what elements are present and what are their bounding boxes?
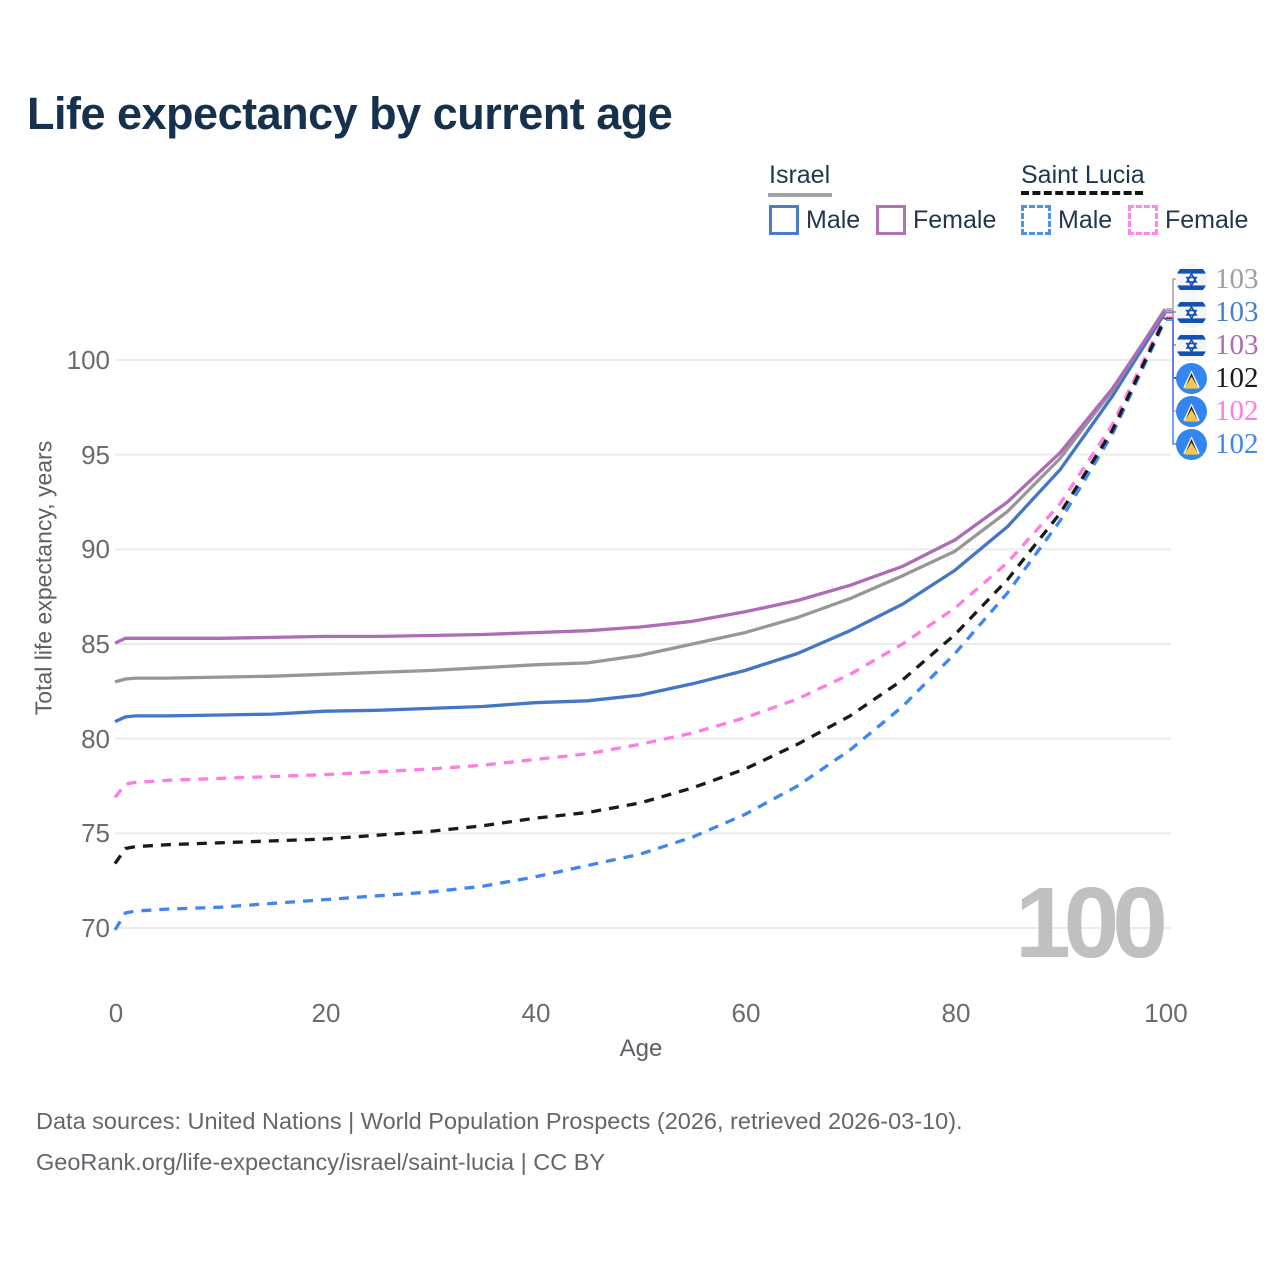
x-tick-40: 40 — [521, 998, 551, 1028]
israel-flag-icon — [1176, 263, 1207, 295]
saint-lucia-flag-icon — [1176, 395, 1207, 427]
end-value: 103 — [1215, 295, 1259, 328]
age-counter-watermark: 100 — [1015, 867, 1164, 979]
x-tick-80: 80 — [941, 998, 971, 1028]
y-tick-80: 80 — [81, 724, 110, 754]
y-tick-100: 100 — [66, 345, 110, 375]
end-value: 103 — [1215, 262, 1259, 295]
series-line-saint-lucia-male[interactable] — [113, 319, 1167, 931]
x-tick-0: 0 — [108, 998, 124, 1028]
leader-line-israel — [1166, 278, 1177, 310]
end-label-israel-all: 103 — [1176, 262, 1259, 296]
legend-item-label: Male — [1058, 205, 1113, 234]
end-label-israel-female: 103 — [1176, 328, 1259, 362]
israel-female-swatch-icon[interactable] — [876, 205, 906, 235]
series-line-saint-lucia-female[interactable] — [113, 315, 1167, 799]
end-label-saint-lucia-all: 102 — [1176, 361, 1259, 395]
y-tick-90: 90 — [81, 534, 110, 564]
x-tick-60: 60 — [731, 998, 761, 1028]
legend-item-saint-lucia-female[interactable]: Female — [1128, 205, 1248, 235]
saint-lucia-flag-icon — [1176, 362, 1207, 394]
legend-group-israel-label: Israel — [769, 161, 831, 189]
x-tick-100: 100 — [1144, 998, 1188, 1028]
end-label-saint-lucia-male: 102 — [1176, 427, 1259, 461]
israel-male-swatch-icon[interactable] — [769, 205, 799, 235]
y-tick-75: 75 — [81, 818, 110, 848]
page-title: Life expectancy by current age — [27, 88, 673, 139]
series-line-saint-lucia[interactable] — [113, 317, 1167, 865]
legend-group-saint-lucia-label: Saint Lucia — [1021, 161, 1145, 189]
end-label-israel-male: 103 — [1176, 295, 1259, 329]
saint-lucia-male-swatch-icon[interactable] — [1021, 205, 1051, 235]
y-tick-95: 95 — [81, 440, 110, 470]
y-tick-85: 85 — [81, 629, 110, 659]
y-tick-70: 70 — [81, 913, 110, 943]
end-value: 102 — [1215, 361, 1259, 394]
end-label-saint-lucia-female: 102 — [1176, 394, 1259, 428]
legend-saint-lucia-dashed-line-sample — [1021, 191, 1143, 195]
leader-line-saint-lucia-male — [1166, 319, 1177, 445]
legend-item-israel-male[interactable]: Male — [769, 205, 860, 235]
data-sources-line: Data sources: United Nations | World Pop… — [36, 1108, 963, 1134]
legend-israel-solid-line-sample — [768, 193, 832, 197]
saint-lucia-female-swatch-icon[interactable] — [1128, 205, 1158, 235]
end-value: 103 — [1215, 328, 1259, 361]
series-line-israel-male[interactable] — [114, 311, 1167, 724]
saint-lucia-flag-icon — [1176, 428, 1207, 460]
end-value: 102 — [1215, 427, 1259, 460]
attribution-line: GeoRank.org/life-expectancy/israel/saint… — [36, 1149, 606, 1175]
legend-item-label: Female — [1165, 205, 1249, 234]
x-axis-title: Age — [619, 1035, 663, 1062]
series-line-israel-female[interactable] — [114, 309, 1167, 645]
series-line-israel[interactable] — [114, 308, 1167, 684]
legend-item-label: Female — [913, 205, 997, 234]
israel-flag-icon — [1176, 329, 1207, 361]
israel-flag-icon — [1176, 296, 1207, 328]
legend-item-israel-female[interactable]: Female — [876, 205, 996, 235]
legend-item-saint-lucia-male[interactable]: Male — [1021, 205, 1112, 235]
legend-item-label: Male — [806, 205, 861, 234]
x-tick-20: 20 — [311, 998, 341, 1028]
end-value: 102 — [1215, 394, 1259, 427]
